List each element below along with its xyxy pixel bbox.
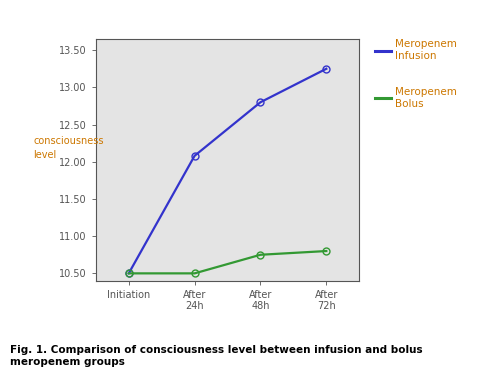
Text: consciousness: consciousness <box>34 136 104 145</box>
Text: Fig. 1. Comparison of consciousness level between infusion and bolus
meropenem g: Fig. 1. Comparison of consciousness leve… <box>10 345 422 367</box>
Legend: Meropenem
Infusion, Meropenem
Bolus: Meropenem Infusion, Meropenem Bolus <box>375 39 456 108</box>
Text: level: level <box>34 150 57 160</box>
